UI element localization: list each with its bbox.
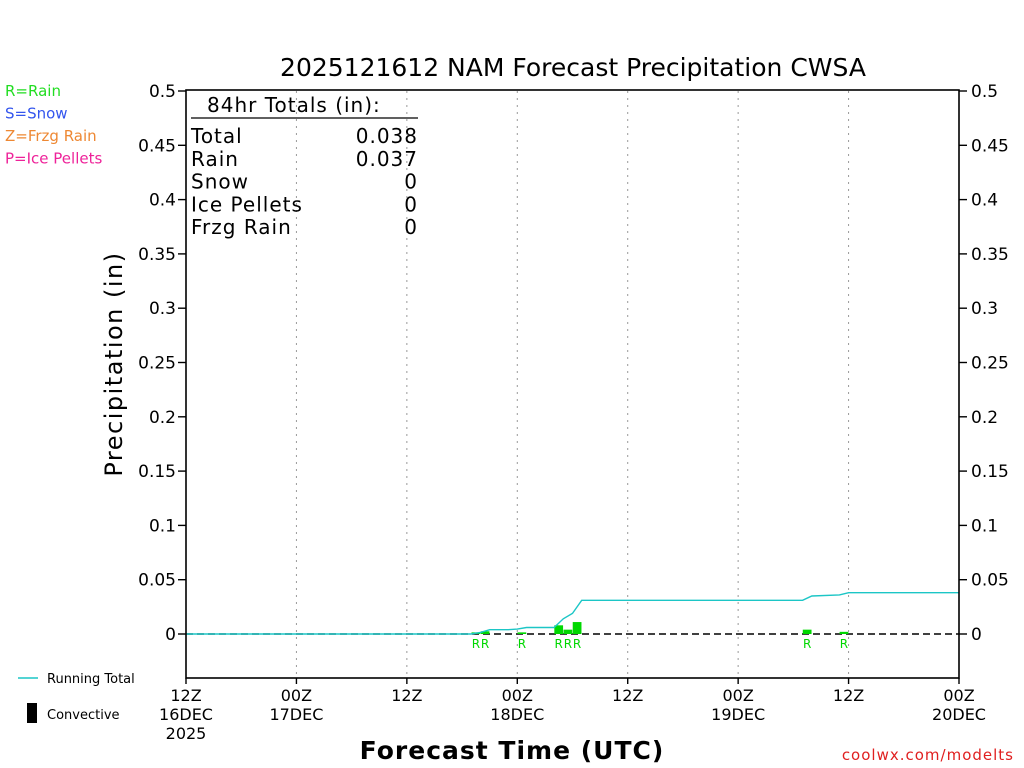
x-tick-date: 17DEC xyxy=(269,705,323,724)
y-tick-label-left: 0.35 xyxy=(138,245,176,265)
precip-type-label: R xyxy=(564,637,572,651)
x-tick-label: 00Z xyxy=(281,686,312,705)
precip-type-label: R xyxy=(518,637,526,651)
convective-legend-swatch xyxy=(27,703,37,723)
convective-legend-label: Convective xyxy=(47,708,120,723)
x-tick-year: 2025 xyxy=(166,724,207,743)
totals-row-label: Snow xyxy=(191,170,249,194)
totals-row-label: Frzg Rain xyxy=(191,215,292,239)
y-tick-label-left: 0.3 xyxy=(149,299,176,319)
y-tick-label-right: 0.15 xyxy=(971,462,1009,482)
plot-frame xyxy=(185,89,960,679)
precip-bar xyxy=(572,622,582,634)
y-tick-label-right: 0.45 xyxy=(971,136,1009,156)
totals-row-value: 0 xyxy=(404,170,418,194)
running-total-legend-label: Running Total xyxy=(47,672,135,687)
x-tick-label: 12Z xyxy=(612,686,643,705)
y-tick-label-left: 0.4 xyxy=(149,191,176,211)
totals-row-value: 0 xyxy=(404,192,418,216)
x-tick-label: 12Z xyxy=(170,686,201,705)
credit-text: coolwx.com/modelts xyxy=(842,746,1014,764)
y-tick-label-left: 0.1 xyxy=(149,516,176,536)
precip-bar xyxy=(517,632,527,634)
y-tick-label-right: 0 xyxy=(971,625,982,645)
y-tick-label-right: 0.1 xyxy=(971,516,998,536)
precip-bar xyxy=(839,631,849,634)
precip-bar xyxy=(554,625,564,634)
x-tick-date: 18DEC xyxy=(490,705,544,724)
totals-row-value: 0.038 xyxy=(356,124,418,148)
y-tick-label-right: 0.25 xyxy=(971,354,1009,374)
running-total-line xyxy=(186,592,959,635)
precip-bar xyxy=(480,631,490,634)
precip-bar xyxy=(802,629,812,634)
chart-title: 2025121612 NAM Forecast Precipitation CW… xyxy=(280,53,866,82)
legend-entry: P=Ice Pellets xyxy=(5,150,102,168)
y-axis-ticks: 0 00.05 0.050.1 0.10.15 0.150.2 0.20.25 0.250.… xyxy=(138,82,1009,645)
precip-type-label: R xyxy=(481,637,489,651)
totals-row-label: Ice Pellets xyxy=(191,192,303,216)
precip-type-label: R xyxy=(555,637,563,651)
precip-type-label: R xyxy=(573,637,581,651)
legend-entry: Z=Frzg Rain xyxy=(5,127,97,145)
totals-row-value: 0 xyxy=(404,215,418,239)
y-tick-label-right: 0.35 xyxy=(971,245,1009,265)
y-tick-label-right: 0.5 xyxy=(971,82,998,102)
y-tick-label-right: 0.4 xyxy=(971,191,998,211)
x-tick-date: 19DEC xyxy=(711,705,765,724)
legend-entry: S=Snow xyxy=(5,105,68,123)
y-axis-label: Precipitation (in) xyxy=(100,251,128,476)
totals-row-value: 0.037 xyxy=(356,147,418,171)
x-tick-date: 20DEC xyxy=(932,705,986,724)
legend-entry: R=Rain xyxy=(5,82,61,100)
precip-type-legend: R=Rain S=Snow Z=Frzg Rain P=Ice Pellets xyxy=(5,82,102,168)
x-tick-label: 00Z xyxy=(722,686,753,705)
y-tick-label-left: 0.5 xyxy=(149,82,176,102)
line-legend: Running Total Convective xyxy=(18,672,135,723)
y-tick-label-right: 0.3 xyxy=(971,299,998,319)
x-tick-date: 16DEC xyxy=(159,705,213,724)
totals-row-label: Total xyxy=(190,124,243,148)
y-tick-label-right: 0.05 xyxy=(971,571,1009,591)
x-tick-label: 12Z xyxy=(833,686,864,705)
x-axis-label: Forecast Time (UTC) xyxy=(360,736,665,765)
totals-heading: 84hr Totals (in): xyxy=(207,93,381,117)
precip-bar xyxy=(563,629,573,634)
y-tick-label-left: 0.45 xyxy=(138,136,176,156)
totals-rows: Total 0.038 Rain 0.037 Snow 0 Ice Pellets 0 Frzg… xyxy=(190,124,418,239)
y-tick-label-left: 0.25 xyxy=(138,354,176,374)
y-tick-label-left: 0.2 xyxy=(149,408,176,428)
totals-row-label: Rain xyxy=(191,147,239,171)
y-tick-label-left: 0.15 xyxy=(138,462,176,482)
precip-type-label: R xyxy=(472,637,480,651)
x-tick-label: 00Z xyxy=(943,686,974,705)
x-tick-label: 12Z xyxy=(391,686,422,705)
y-tick-label-left: 0.05 xyxy=(138,571,176,591)
x-tick-label: 00Z xyxy=(502,686,533,705)
totals-box: 84hr Totals (in): Total 0.038 Rain 0.037 Sno… xyxy=(190,93,418,239)
precip-type-label: R xyxy=(803,637,811,651)
y-tick-label-right: 0.2 xyxy=(971,408,998,428)
y-tick-label-left: 0 xyxy=(165,625,176,645)
precip-type-label: R xyxy=(840,637,848,651)
